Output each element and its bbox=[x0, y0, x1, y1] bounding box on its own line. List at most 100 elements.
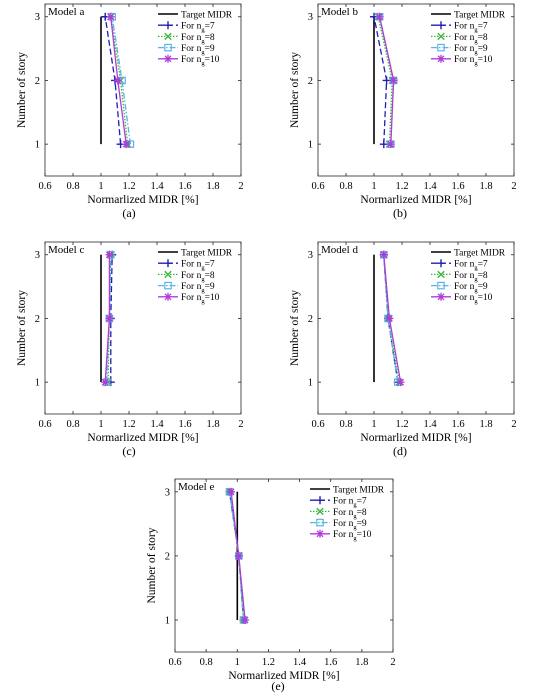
legend-marker bbox=[164, 21, 172, 30]
y-tick-label: 1 bbox=[35, 378, 40, 389]
series-5 bbox=[379, 250, 405, 387]
legend-entry: For ng=8 bbox=[181, 271, 215, 283]
x-tick-label: 1.4 bbox=[150, 181, 164, 192]
x-axis-label: Normarlized MIDR [%] bbox=[228, 670, 339, 682]
x-tick-label: 1 bbox=[371, 181, 376, 192]
legend-marker bbox=[316, 518, 324, 527]
y-tick-label: 2 bbox=[165, 551, 170, 562]
legend-entry: For ng=8 bbox=[181, 33, 215, 45]
x-tick-label: 1.4 bbox=[150, 419, 164, 430]
plot-area bbox=[44, 241, 242, 415]
y-axis-label: Number of story bbox=[16, 52, 28, 128]
chart-panel-3: 0.6 0.8 1 1.2 1.4 1.6 1.8 2 1 2 3 Normarlized MIDR … bbox=[16, 241, 244, 458]
legend-marker bbox=[164, 43, 172, 52]
legend-marker bbox=[437, 21, 445, 30]
x-tick-label: 1.8 bbox=[206, 181, 219, 192]
x-tick-label: 1.6 bbox=[451, 181, 464, 192]
y-tick-label: 3 bbox=[308, 250, 313, 261]
x-tick-label: 2 bbox=[511, 419, 516, 430]
legend-entry: For ng=7 bbox=[181, 260, 215, 272]
legend-entry: For ng=9 bbox=[333, 519, 367, 531]
legend-entry: For ng=10 bbox=[181, 55, 220, 67]
panel-caption: (b) bbox=[393, 206, 407, 220]
chart-title: Model c bbox=[48, 244, 84, 256]
x-tick-label: 1.6 bbox=[451, 419, 464, 430]
data-point bbox=[382, 76, 391, 85]
series-5 bbox=[375, 12, 398, 149]
data-point bbox=[389, 76, 398, 85]
y-axis-label: Number of story bbox=[289, 52, 301, 128]
legend-entry: Target MIDR bbox=[181, 248, 233, 258]
legend-marker bbox=[437, 259, 445, 268]
y-tick-label: 2 bbox=[308, 76, 313, 87]
legend-marker bbox=[164, 32, 172, 41]
chart-title: Model a bbox=[48, 6, 84, 18]
legend-entry: For ng=9 bbox=[181, 282, 215, 294]
x-axis-label: Normarlized MIDR [%] bbox=[87, 194, 198, 206]
x-tick-label: 0.6 bbox=[38, 181, 51, 192]
data-point bbox=[105, 314, 114, 323]
x-tick-label: 1.2 bbox=[122, 181, 135, 192]
chart-title: Model b bbox=[321, 6, 358, 18]
data-point bbox=[375, 12, 384, 21]
data-point bbox=[113, 76, 122, 85]
data-point bbox=[227, 487, 236, 496]
x-tick-label: 1.2 bbox=[395, 419, 408, 430]
plot-area bbox=[317, 3, 515, 177]
y-axis-label: Number of story bbox=[16, 290, 28, 366]
x-tick-label: 1.2 bbox=[262, 657, 275, 668]
legend-marker bbox=[316, 496, 324, 505]
x-tick-label: 0.8 bbox=[66, 181, 79, 192]
chart-panel-1: 0.6 0.8 1 1.2 1.4 1.6 1.8 2 1 2 3 Normarlized MIDR … bbox=[16, 3, 244, 220]
plot-area bbox=[317, 241, 515, 415]
x-tick-label: 1 bbox=[371, 419, 376, 430]
data-point bbox=[101, 378, 110, 387]
legend-entry: For ng=9 bbox=[181, 44, 215, 56]
data-point bbox=[379, 250, 388, 259]
data-point bbox=[385, 314, 394, 323]
y-tick-label: 3 bbox=[35, 250, 40, 261]
data-point bbox=[234, 551, 243, 560]
legend-entry: Target MIDR bbox=[454, 10, 506, 20]
y-tick-label: 1 bbox=[35, 140, 40, 151]
x-tick-label: 1 bbox=[235, 657, 240, 668]
legend-marker bbox=[437, 281, 445, 290]
y-tick-label: 2 bbox=[35, 314, 40, 325]
x-tick-label: 0.8 bbox=[339, 419, 352, 430]
data-point bbox=[396, 378, 405, 387]
panel-caption: (d) bbox=[393, 444, 407, 458]
x-tick-label: 1.4 bbox=[293, 657, 307, 668]
series-5 bbox=[227, 487, 250, 624]
x-tick-label: 1.2 bbox=[122, 419, 135, 430]
x-tick-label: 1.8 bbox=[355, 657, 368, 668]
data-point bbox=[386, 140, 395, 149]
legend-entry: For ng=10 bbox=[454, 293, 493, 305]
x-tick-label: 1.2 bbox=[395, 181, 408, 192]
chart-panel-5: 0.6 0.8 1 1.2 1.4 1.6 1.8 2 1 2 3 Normarlized MIDR … bbox=[146, 478, 396, 693]
legend-entry: For ng=7 bbox=[454, 260, 488, 272]
legend-entry: For ng=9 bbox=[454, 282, 488, 294]
x-axis-label: Normarlized MIDR [%] bbox=[87, 432, 198, 444]
y-tick-label: 2 bbox=[308, 314, 313, 325]
y-tick-label: 1 bbox=[165, 615, 170, 626]
data-point bbox=[105, 250, 114, 259]
legend-entry: For ng=10 bbox=[333, 530, 372, 542]
series-5 bbox=[101, 250, 114, 387]
y-axis-label: Number of story bbox=[289, 290, 301, 366]
x-tick-label: 0.8 bbox=[200, 657, 213, 668]
series-line bbox=[228, 491, 245, 621]
legend-marker bbox=[437, 54, 445, 63]
y-tick-label: 3 bbox=[165, 487, 170, 498]
y-axis-label: Number of story bbox=[146, 527, 158, 603]
x-tick-label: 1.8 bbox=[479, 181, 492, 192]
x-tick-label: 1.6 bbox=[178, 419, 191, 430]
y-tick-label: 3 bbox=[35, 12, 40, 23]
y-tick-label: 2 bbox=[35, 76, 40, 87]
legend-entry: For ng=8 bbox=[333, 508, 367, 520]
legend-entry: Target MIDR bbox=[454, 248, 506, 258]
y-tick-label: 1 bbox=[308, 140, 313, 151]
